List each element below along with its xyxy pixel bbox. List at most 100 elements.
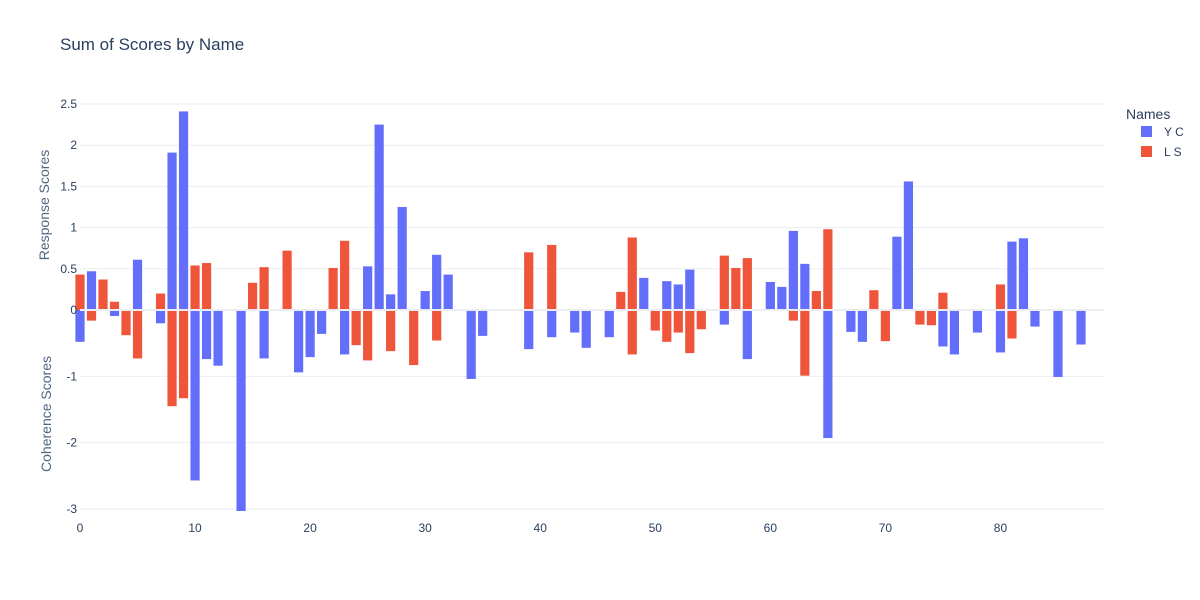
bar-ls-response[interactable] (190, 265, 200, 310)
bar-ls-response[interactable] (869, 290, 879, 310)
bar-ls-coherence[interactable] (386, 310, 396, 352)
bar-ls-coherence[interactable] (650, 310, 660, 331)
bar-ls-response[interactable] (259, 267, 269, 310)
bar-yc-coherence[interactable] (305, 310, 315, 358)
bar-yc-coherence[interactable] (995, 310, 1006, 353)
bar-ls-coherence[interactable] (351, 310, 361, 346)
bar-ls-coherence[interactable] (926, 310, 937, 326)
bar-ls-response[interactable] (524, 252, 534, 310)
bar-ls-coherence[interactable] (86, 310, 97, 321)
bar-yc-response[interactable] (86, 271, 97, 310)
bar-ls-response[interactable] (823, 229, 833, 310)
bar-ls-response[interactable] (627, 237, 637, 310)
bar-ls-response[interactable] (75, 274, 85, 310)
bar-yc-coherence[interactable] (109, 310, 120, 316)
bar-yc-response[interactable] (765, 281, 775, 310)
bar-ls-coherence[interactable] (696, 310, 706, 330)
bar-ls-coherence[interactable] (673, 310, 683, 333)
bar-ls-coherence[interactable] (363, 310, 373, 361)
bar-yc-response[interactable] (386, 294, 396, 310)
bar-yc-coherence[interactable] (340, 310, 350, 355)
bar-yc-response[interactable] (1018, 238, 1029, 310)
bar-yc-response[interactable] (662, 281, 672, 310)
legend-item-ls[interactable]: L S (1141, 145, 1182, 159)
bar-yc-coherence[interactable] (938, 310, 948, 347)
bar-yc-coherence[interactable] (1053, 310, 1063, 377)
bar-yc-coherence[interactable] (972, 310, 983, 333)
bar-yc-response[interactable] (639, 277, 649, 310)
bar-ls-coherence[interactable] (167, 310, 177, 407)
bar-ls-coherence[interactable] (178, 310, 189, 399)
bar-ls-response[interactable] (155, 293, 166, 310)
bar-yc-coherence[interactable] (236, 310, 246, 511)
bar-yc-response[interactable] (432, 254, 442, 310)
bar-yc-coherence[interactable] (478, 310, 488, 336)
bar-yc-coherence[interactable] (570, 310, 580, 333)
bar-ls-coherence[interactable] (662, 310, 672, 342)
bar-ls-response[interactable] (247, 282, 258, 310)
bar-ls-coherence[interactable] (121, 310, 131, 336)
bar-ls-response[interactable] (616, 291, 626, 310)
bar-yc-response[interactable] (167, 152, 177, 310)
bar-ls-coherence[interactable] (915, 310, 925, 325)
bar-yc-response[interactable] (800, 263, 810, 310)
bar-yc-coherence[interactable] (949, 310, 960, 355)
bar-ls-response[interactable] (731, 267, 741, 310)
bar-ls-coherence[interactable] (685, 310, 695, 354)
bar-yc-coherence[interactable] (1076, 310, 1086, 345)
bar-yc-response[interactable] (443, 274, 453, 310)
legend-item-yc[interactable]: Y C (1141, 125, 1184, 139)
bar-ls-response[interactable] (995, 284, 1006, 310)
bar-ls-response[interactable] (547, 244, 557, 310)
bar-yc-coherence[interactable] (294, 310, 304, 373)
bar-ls-coherence[interactable] (432, 310, 442, 341)
bar-yc-coherence[interactable] (524, 310, 534, 350)
bar-yc-response[interactable] (178, 111, 189, 310)
bar-yc-coherence[interactable] (857, 310, 867, 342)
bar-ls-response[interactable] (109, 301, 120, 310)
bar-yc-coherence[interactable] (75, 310, 85, 342)
bar-yc-response[interactable] (892, 236, 902, 310)
bar-yc-response[interactable] (777, 286, 787, 310)
bar-ls-coherence[interactable] (880, 310, 890, 342)
bar-ls-coherence[interactable] (409, 310, 419, 366)
bar-yc-response[interactable] (788, 230, 798, 310)
bar-yc-response[interactable] (132, 259, 143, 310)
bar-ls-coherence[interactable] (627, 310, 637, 355)
bar-yc-response[interactable] (903, 181, 914, 310)
bar-yc-coherence[interactable] (155, 310, 166, 324)
bar-yc-coherence[interactable] (581, 310, 591, 348)
bar-yc-coherence[interactable] (823, 310, 833, 439)
bar-yc-coherence[interactable] (719, 310, 729, 325)
bar-yc-response[interactable] (685, 269, 695, 310)
bar-yc-coherence[interactable] (190, 310, 200, 481)
bar-ls-coherence[interactable] (132, 310, 143, 359)
bar-yc-response[interactable] (673, 284, 683, 310)
bar-ls-coherence[interactable] (800, 310, 810, 376)
bar-yc-coherence[interactable] (547, 310, 557, 338)
bar-yc-coherence[interactable] (317, 310, 327, 334)
bar-yc-response[interactable] (374, 124, 384, 310)
bar-yc-response[interactable] (397, 207, 407, 310)
bar-ls-coherence[interactable] (1007, 310, 1017, 339)
bar-ls-response[interactable] (282, 250, 292, 310)
bar-ls-response[interactable] (811, 291, 821, 310)
bar-ls-coherence[interactable] (788, 310, 798, 321)
bar-ls-response[interactable] (719, 255, 729, 310)
bar-yc-response[interactable] (1007, 241, 1017, 310)
bar-yc-coherence[interactable] (604, 310, 614, 338)
bar-yc-coherence[interactable] (1030, 310, 1040, 327)
bar-ls-response[interactable] (328, 267, 338, 310)
bar-yc-response[interactable] (363, 266, 373, 310)
bar-yc-coherence[interactable] (846, 310, 856, 332)
bar-ls-response[interactable] (201, 263, 212, 310)
bar-ls-response[interactable] (742, 258, 752, 310)
bar-yc-coherence[interactable] (742, 310, 752, 360)
bar-yc-response[interactable] (420, 291, 430, 310)
bar-ls-response[interactable] (938, 292, 948, 310)
bar-ls-response[interactable] (98, 279, 108, 310)
bar-ls-response[interactable] (340, 240, 350, 310)
bar-yc-coherence[interactable] (213, 310, 223, 366)
bar-yc-coherence[interactable] (259, 310, 269, 359)
bar-yc-coherence[interactable] (466, 310, 476, 379)
